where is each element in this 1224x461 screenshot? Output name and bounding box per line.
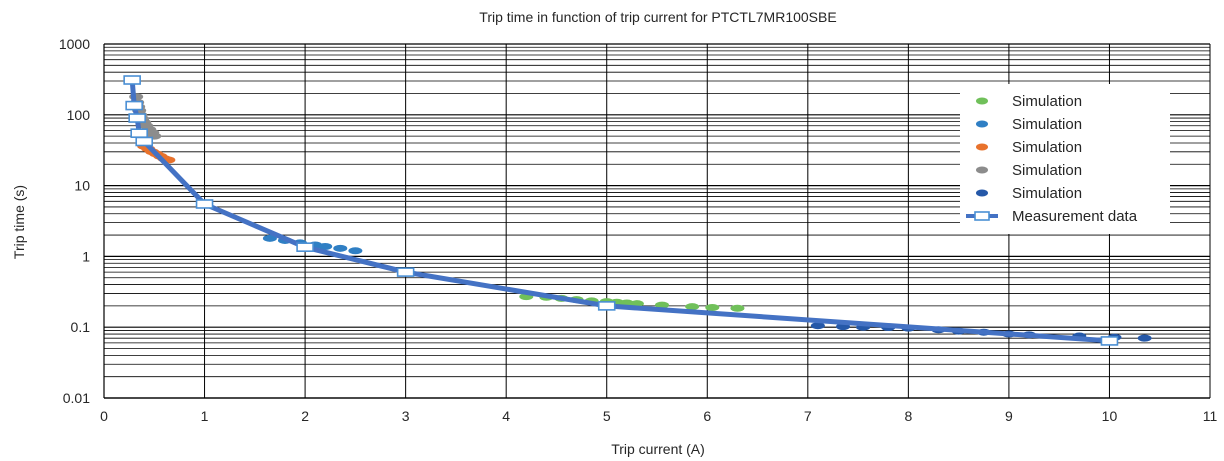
y-tick-label: 0.01 xyxy=(63,390,90,406)
legend-label: Simulation xyxy=(1012,162,1082,179)
x-tick-label: 11 xyxy=(1203,408,1218,424)
legend-label: Simulation xyxy=(1012,93,1082,110)
x-tick-label: 8 xyxy=(904,408,912,424)
legend-label: Simulation xyxy=(1012,116,1082,133)
legend-swatch xyxy=(976,189,988,197)
x-tick-label: 4 xyxy=(502,408,510,424)
legend-box xyxy=(960,84,1170,234)
x-tick-label: 3 xyxy=(402,408,410,424)
plot-area xyxy=(123,75,1152,346)
measurement-point xyxy=(396,267,415,277)
measurement-point xyxy=(135,136,154,147)
measurement-point xyxy=(296,242,314,252)
measurement-point xyxy=(130,128,148,138)
measurement-point xyxy=(123,75,141,85)
y-tick-label: 100 xyxy=(67,107,91,123)
simulation-point xyxy=(685,303,700,311)
series-6 xyxy=(123,75,1119,346)
simulation-point xyxy=(333,244,348,252)
simulation-point xyxy=(1137,334,1152,342)
measurement-point xyxy=(597,301,616,311)
x-tick-label: 10 xyxy=(1102,408,1118,424)
y-axis-label: Trip time (s) xyxy=(11,185,27,259)
simulation-point xyxy=(318,242,333,250)
x-tick-label: 5 xyxy=(603,408,611,424)
legend: Simulation Simulation Simulation Simulation… xyxy=(960,84,1170,234)
x-tick-label: 0 xyxy=(100,408,108,424)
simulation-point xyxy=(705,303,720,311)
axes xyxy=(103,44,1210,399)
measurement-line xyxy=(129,77,1112,344)
simulation-point xyxy=(810,322,825,330)
simulation-point xyxy=(348,247,363,255)
measurement-point xyxy=(128,113,146,123)
y-tick-label: 10 xyxy=(74,178,90,194)
simulation-point xyxy=(262,234,277,242)
x-tick-label: 2 xyxy=(301,408,309,424)
y-tick-label: 1 xyxy=(82,248,90,264)
simulation-point xyxy=(655,301,670,309)
measurement-point xyxy=(1100,336,1119,346)
legend-swatch xyxy=(976,97,988,105)
simulation-point xyxy=(730,304,745,312)
legend-swatch xyxy=(974,211,990,221)
measurement-point xyxy=(125,100,143,111)
tick-labels: 0 1 2 3 4 5 6 7 8 9 10 11 0.01 0.1 1 10 100 1000 xyxy=(59,36,1218,424)
x-tick-label: 1 xyxy=(201,408,209,424)
legend-label: Simulation xyxy=(1012,139,1082,156)
legend-swatch xyxy=(976,166,988,174)
x-tick-label: 7 xyxy=(804,408,812,424)
legend-swatch xyxy=(976,120,988,128)
y-tick-label: 0.1 xyxy=(71,319,91,335)
chart-title: Trip time in function of trip current fo… xyxy=(479,9,836,25)
legend-label: Simulation xyxy=(1012,185,1082,202)
x-tick-label: 9 xyxy=(1005,408,1013,424)
legend-swatch xyxy=(976,143,988,151)
measurement-point xyxy=(195,199,214,209)
legend-label: Measurement data xyxy=(1012,208,1138,225)
y-tick-label: 1000 xyxy=(59,36,90,52)
x-axis-label: Trip current (A) xyxy=(611,441,705,457)
x-tick-label: 6 xyxy=(703,408,711,424)
